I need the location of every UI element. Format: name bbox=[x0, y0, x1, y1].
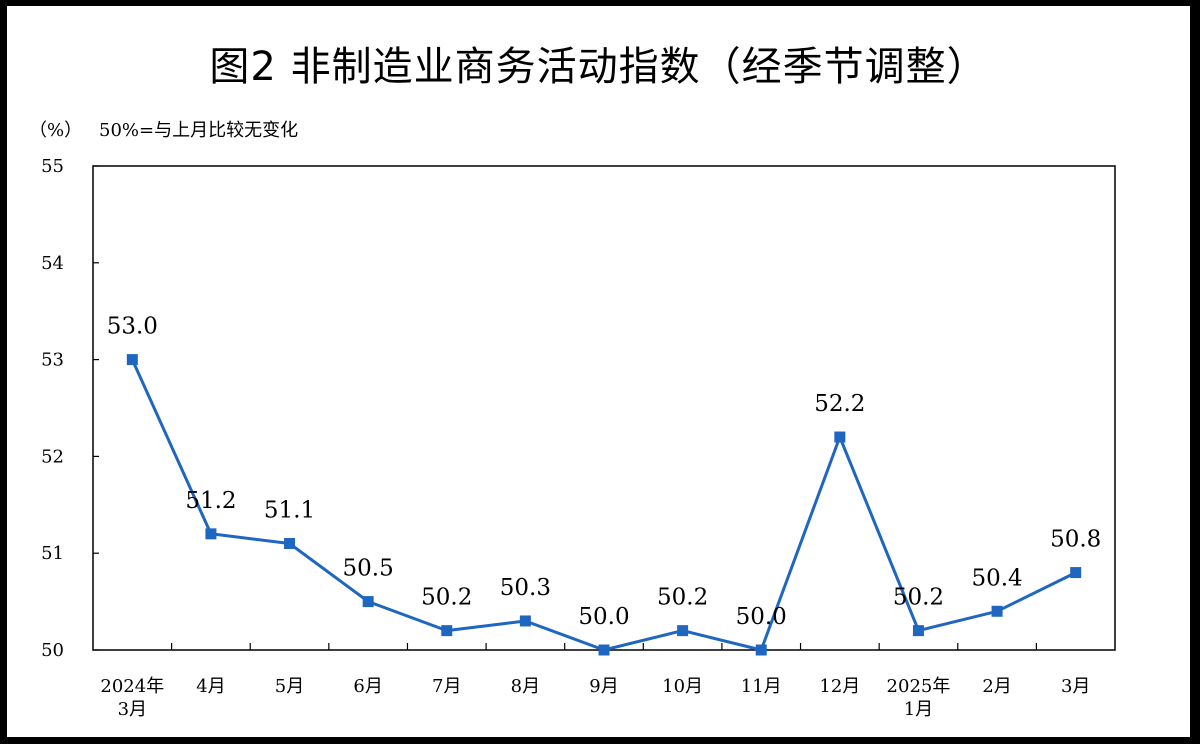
x-tick-label: 1月 bbox=[904, 699, 933, 720]
y-tick-label: 54 bbox=[41, 253, 64, 274]
data-point bbox=[755, 644, 767, 656]
data-label: 52.2 bbox=[814, 391, 865, 417]
data-point bbox=[519, 615, 531, 627]
baseline-note: 50%=与上月比较无变化 bbox=[99, 120, 299, 141]
y-tick-label: 51 bbox=[41, 543, 64, 564]
data-label: 50.3 bbox=[500, 575, 551, 601]
x-tick-label: 8月 bbox=[511, 676, 540, 697]
data-label: 50.4 bbox=[971, 565, 1022, 591]
x-tick-label: 3月 bbox=[118, 699, 147, 720]
data-point bbox=[912, 625, 924, 637]
x-tick-label: 2024年 bbox=[100, 676, 164, 697]
x-tick-label: 2月 bbox=[982, 676, 1011, 697]
x-tick-label: 7月 bbox=[432, 676, 461, 697]
x-tick-label: 3月 bbox=[1061, 676, 1090, 697]
data-label: 50.0 bbox=[736, 604, 787, 630]
data-label: 50.0 bbox=[578, 604, 629, 630]
data-label: 50.2 bbox=[657, 585, 708, 611]
data-label: 51.2 bbox=[185, 488, 236, 514]
data-label: 50.2 bbox=[893, 585, 944, 611]
data-point bbox=[834, 431, 846, 443]
data-point bbox=[598, 644, 610, 656]
data-label: 50.2 bbox=[421, 585, 472, 611]
data-point bbox=[677, 625, 689, 637]
data-point bbox=[441, 625, 453, 637]
x-tick-label: 4月 bbox=[196, 676, 225, 697]
data-label: 51.1 bbox=[264, 498, 315, 524]
data-point bbox=[1070, 567, 1082, 579]
y-tick-label: 50 bbox=[41, 640, 64, 661]
chart-title: 图2 非制造业商务活动指数（经季节调整） bbox=[209, 44, 988, 90]
y-tick-label: 52 bbox=[41, 446, 64, 467]
y-tick-label: 55 bbox=[41, 156, 64, 177]
data-label: 53.0 bbox=[107, 314, 158, 340]
x-tick-label: 9月 bbox=[589, 676, 618, 697]
data-point bbox=[205, 528, 217, 540]
x-tick-label: 6月 bbox=[353, 676, 382, 697]
x-tick-label: 12月 bbox=[819, 676, 860, 697]
chart-frame: 图2 非制造业商务活动指数（经季节调整） （%） 50%=与上月比较无变化 bbox=[7, 6, 1190, 737]
plot-area bbox=[92, 165, 1116, 651]
y-tick-label: 53 bbox=[41, 350, 64, 371]
x-tick-label: 10月 bbox=[662, 676, 703, 697]
data-point bbox=[126, 354, 138, 366]
data-point bbox=[362, 596, 374, 608]
x-tick-label: 11月 bbox=[741, 676, 782, 697]
data-label: 50.5 bbox=[343, 556, 394, 582]
x-tick-label: 2025年 bbox=[887, 676, 951, 697]
data-point bbox=[284, 538, 296, 550]
data-point bbox=[991, 605, 1003, 617]
data-label: 50.8 bbox=[1050, 527, 1101, 553]
y-unit-label: （%） bbox=[29, 120, 83, 141]
x-tick-label: 5月 bbox=[275, 676, 304, 697]
